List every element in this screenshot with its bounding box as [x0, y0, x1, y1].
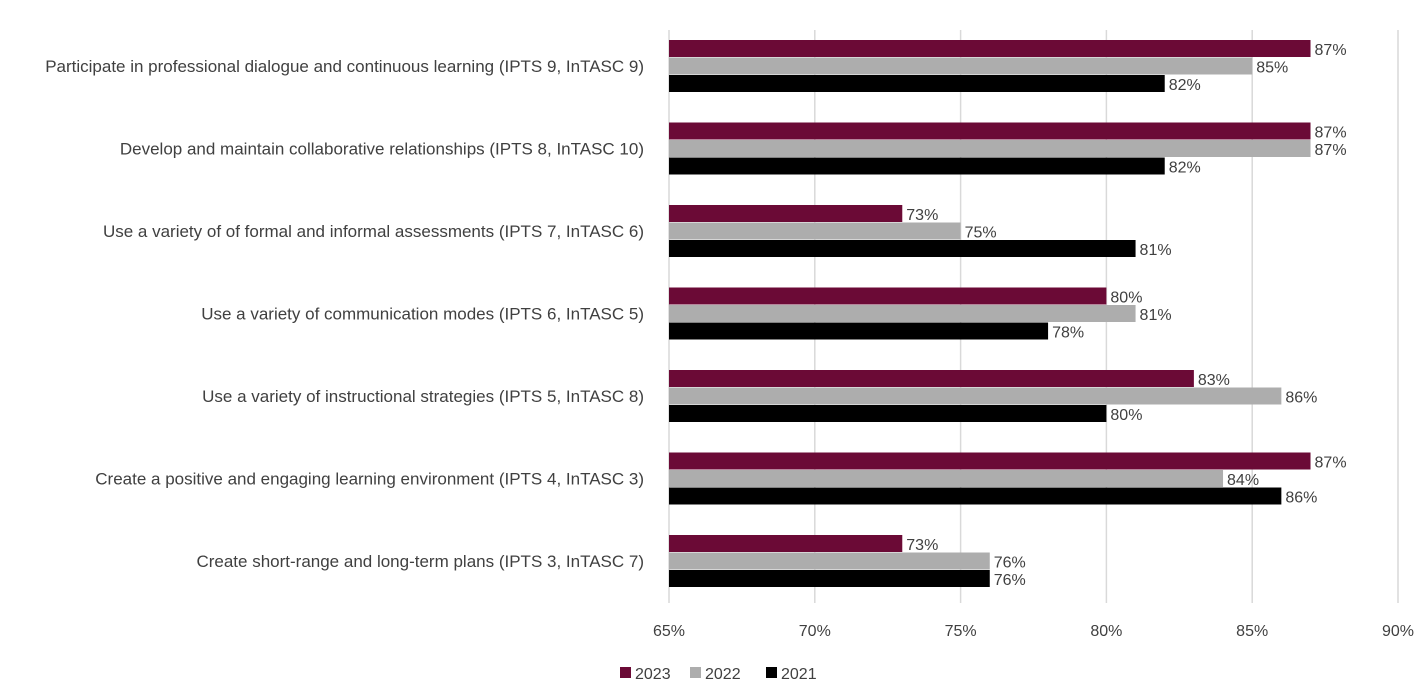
data-label-2023: 80%: [1110, 290, 1142, 307]
bar-2022: [669, 140, 1311, 157]
x-tick-label: 65%: [653, 623, 685, 640]
data-label-2023: 87%: [1315, 42, 1347, 59]
data-label-2021: 76%: [994, 572, 1026, 589]
data-label-2023: 73%: [906, 537, 938, 554]
data-label-2023: 87%: [1315, 455, 1347, 472]
data-label-2022: 86%: [1285, 390, 1317, 407]
category-label: Create short-range and long-term plans (…: [196, 552, 644, 571]
bar-2022: [669, 305, 1136, 322]
data-label-2022: 76%: [994, 555, 1026, 572]
legend: 2023 2022 2021: [620, 666, 817, 683]
bar-2021: [669, 570, 990, 587]
bar-2023: [669, 40, 1311, 57]
bar-2021: [669, 157, 1165, 175]
x-tick-label: 70%: [799, 623, 831, 640]
bar-2021: [669, 322, 1049, 340]
bar-2023: [669, 370, 1194, 387]
bar-2021: [669, 405, 1107, 422]
x-tick-label: 80%: [1090, 623, 1122, 640]
bar-2022: [669, 552, 990, 570]
bar-2023: [669, 122, 1311, 140]
category-label: Develop and maintain collaborative relat…: [120, 140, 644, 159]
category-label: Create a positive and engaging learning …: [95, 470, 644, 489]
x-tick-label: 75%: [945, 623, 977, 640]
data-label-2021: 86%: [1285, 490, 1317, 507]
bar-2022: [669, 57, 1253, 75]
bar-2023: [669, 287, 1107, 305]
bar-2022: [669, 470, 1224, 487]
bar-2021: [669, 487, 1282, 505]
data-labels: 87%85%82%87%87%82%73%75%81%80%81%78%83%8…: [906, 42, 1346, 589]
data-label-2022: 75%: [965, 225, 997, 242]
category-label: Use a variety of communication modes (IP…: [201, 305, 644, 324]
data-label-2023: 73%: [906, 207, 938, 224]
x-axis-tick-labels: 65% 70% 75% 80% 85% 90%: [653, 623, 1414, 640]
bar-2021: [669, 75, 1165, 92]
bar-2023: [669, 452, 1311, 470]
legend-swatch-2023: [620, 667, 631, 678]
data-label-2022: 85%: [1256, 60, 1288, 77]
bar-2021: [669, 240, 1136, 257]
legend-label-2022: 2022: [705, 666, 741, 683]
category-label: Use a variety of instructional strategie…: [202, 387, 644, 406]
data-label-2021: 82%: [1169, 77, 1201, 94]
category-label: Participate in professional dialogue and…: [45, 57, 644, 76]
category-labels: Participate in professional dialogue and…: [45, 57, 644, 571]
category-label: Use a variety of of formal and informal …: [103, 222, 644, 241]
legend-label-2021: 2021: [781, 666, 817, 683]
bar-2022: [669, 387, 1282, 405]
bar-2022: [669, 222, 961, 240]
data-label-2022: 81%: [1140, 307, 1172, 324]
data-label-2022: 84%: [1227, 472, 1259, 489]
data-label-2023: 87%: [1315, 125, 1347, 142]
data-label-2022: 87%: [1315, 142, 1347, 159]
x-tick-label: 85%: [1236, 623, 1268, 640]
data-label-2021: 78%: [1052, 325, 1084, 342]
bars: [669, 40, 1311, 587]
data-label-2021: 82%: [1169, 160, 1201, 177]
data-label-2021: 81%: [1140, 242, 1172, 259]
bar-2023: [669, 535, 903, 552]
bar-2023: [669, 205, 903, 222]
legend-label-2023: 2023: [635, 666, 671, 683]
data-label-2023: 83%: [1198, 372, 1230, 389]
legend-swatch-2022: [690, 667, 701, 678]
data-label-2021: 80%: [1110, 407, 1142, 424]
x-tick-label: 90%: [1382, 623, 1414, 640]
legend-swatch-2021: [766, 667, 777, 678]
